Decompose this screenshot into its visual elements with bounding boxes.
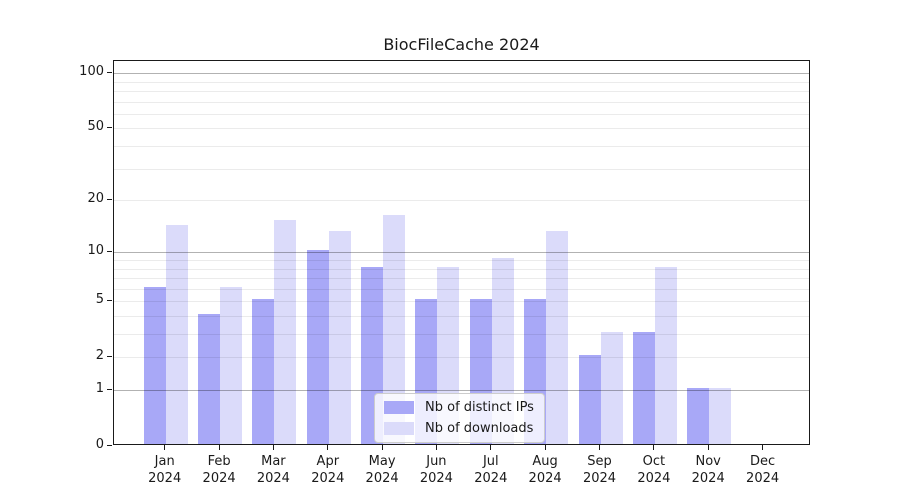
downloads-swatch (384, 422, 414, 435)
x-tick-mark (762, 445, 764, 450)
distinct-ips-swatch (384, 401, 414, 414)
x-tick-mark (599, 445, 600, 450)
gridline-minor (114, 301, 809, 303)
gridline-minor (114, 81, 809, 83)
gridline-minor (114, 288, 809, 290)
y-tick-label: 2 (95, 348, 104, 364)
bar-downloads-may (383, 215, 406, 444)
gridline-minor (114, 101, 809, 103)
plot-area: Nb of distinct IPs Nb of downloads (113, 60, 810, 445)
x-tick-mark (707, 445, 709, 450)
y-tick-mark (107, 199, 112, 201)
y-tick-mark (107, 356, 112, 358)
gridline-minor (114, 113, 809, 115)
bar-downloads-feb (220, 286, 243, 444)
y-tick-label: 50 (87, 119, 104, 135)
y-axis-labels: 0 1 2 5 10 20 50 100 (0, 60, 104, 452)
x-tick-mark (164, 445, 166, 450)
y-tick-mark (107, 389, 112, 390)
x-tick-mark (544, 445, 546, 450)
x-tick-label-dec: Dec 2024 (746, 454, 780, 486)
gridline-minor (114, 200, 809, 202)
x-tick-mark (218, 445, 220, 450)
gridline-minor (114, 168, 809, 170)
x-tick-label-jul: Jul 2024 (474, 454, 508, 486)
y-tick-label: 10 (87, 243, 104, 259)
x-tick-label-sep: Sep 2024 (582, 454, 617, 486)
gridline-minor (114, 128, 809, 130)
bar-downloads-aug (546, 230, 569, 444)
x-tick-label-aug: Aug 2024 (528, 454, 562, 486)
gridline-minor (114, 278, 809, 279)
legend: Nb of distinct IPs Nb of downloads (374, 393, 545, 443)
bar-distinct-ips-jan (143, 286, 166, 444)
bar-distinct-ips-nov (687, 388, 710, 444)
y-tick-label: 5 (95, 292, 104, 308)
legend-item-downloads: Nb of downloads (384, 420, 534, 437)
gridline-minor (114, 260, 809, 261)
x-tick-label-oct: Oct 2024 (637, 454, 671, 486)
y-tick-mark (107, 300, 112, 302)
bar-distinct-ips-apr (306, 250, 329, 444)
gridline-minor (114, 146, 809, 147)
chart-title: BiocFileCache 2024 (383, 35, 540, 54)
bar-distinct-ips-sep (578, 355, 601, 444)
y-tick-label: 1 (95, 381, 104, 396)
x-tick-mark (490, 445, 492, 450)
gridline-minor (114, 91, 809, 92)
y-tick-label: 0 (95, 437, 104, 452)
y-tick-mark (107, 445, 112, 446)
bar-distinct-ips-oct (632, 332, 655, 444)
x-tick-mark (381, 445, 383, 450)
x-tick-label-mar: Mar 2024 (256, 454, 290, 486)
gridline-major (114, 73, 809, 75)
x-tick-mark (327, 445, 329, 450)
bar-downloads-oct (654, 266, 677, 444)
y-tick-label: 20 (87, 191, 104, 207)
gridline-major (114, 252, 809, 254)
y-tick-mark (107, 251, 112, 253)
bar-distinct-ips-feb (198, 314, 221, 444)
x-tick-label-nov: Nov 2024 (691, 454, 725, 486)
bar-downloads-jan (165, 225, 188, 444)
x-tick-mark (653, 445, 655, 450)
y-tick-mark (107, 127, 112, 129)
y-tick-label: 100 (79, 64, 104, 80)
x-tick-label-may: May 2024 (365, 454, 399, 486)
bar-downloads-sep (600, 332, 623, 444)
x-tick-label-apr: Apr 2024 (311, 454, 345, 486)
bar-downloads-mar (274, 220, 297, 444)
y-tick-mark (107, 72, 112, 74)
x-tick-label-jun: Jun 2024 (419, 454, 453, 486)
x-tick-label-jan: Jan 2024 (148, 454, 182, 486)
legend-label-downloads: Nb of downloads (425, 421, 534, 436)
bar-downloads-nov (709, 388, 732, 444)
bar-distinct-ips-mar (252, 299, 275, 444)
x-tick-mark (272, 445, 274, 450)
x-tick-mark (435, 445, 437, 450)
legend-label-distinct-ips: Nb of distinct IPs (425, 400, 534, 415)
bar-downloads-apr (328, 230, 351, 444)
x-tick-label-feb: Feb 2024 (202, 454, 236, 486)
gridline-minor (114, 268, 809, 270)
legend-item-distinct-ips: Nb of distinct IPs (384, 399, 534, 416)
